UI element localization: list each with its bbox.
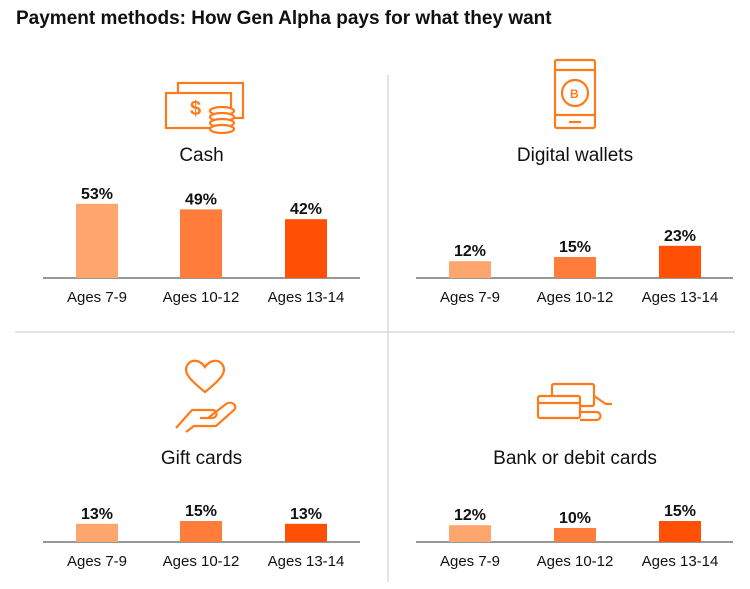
data-label: 15% [559, 239, 591, 256]
x-tick-label: Ages 7-9 [67, 553, 127, 570]
x-tick-label: Ages 10-12 [537, 553, 614, 570]
bar [76, 203, 118, 278]
x-tick-label: Ages 13-14 [642, 553, 719, 570]
bar [180, 521, 222, 542]
panel-title: Cash [179, 145, 223, 166]
chart-title: Payment methods: How Gen Alpha pays for … [16, 8, 552, 29]
data-label: 13% [81, 506, 113, 523]
cards-hand-icon [536, 382, 612, 422]
bar [449, 525, 491, 542]
bar [285, 219, 327, 278]
data-label: 15% [664, 503, 696, 520]
data-label: 12% [454, 243, 486, 260]
bar [659, 245, 701, 278]
cash-coins-icon: $ [164, 81, 245, 135]
bar [449, 261, 491, 278]
panel-title: Bank or debit cards [493, 448, 657, 469]
x-tick-label: Ages 10-12 [537, 289, 614, 306]
data-label: 42% [290, 201, 322, 218]
data-label: 13% [290, 506, 322, 523]
bar [554, 528, 596, 542]
x-tick-label: Ages 7-9 [440, 289, 500, 306]
data-label: 12% [454, 507, 486, 524]
heart-hand-icon [175, 359, 237, 433]
x-tick-label: Ages 13-14 [642, 289, 719, 306]
x-tick-label: Ages 10-12 [163, 289, 240, 306]
x-tick-label: Ages 10-12 [163, 553, 240, 570]
data-label: 49% [185, 191, 217, 208]
bar [180, 209, 222, 278]
x-tick-label: Ages 13-14 [268, 289, 345, 306]
x-tick-label: Ages 7-9 [440, 553, 500, 570]
data-label: 10% [559, 510, 591, 527]
panel-title: Digital wallets [517, 145, 633, 166]
x-tick-label: Ages 13-14 [268, 553, 345, 570]
bar [659, 521, 701, 542]
bar [554, 257, 596, 278]
svg-text:$: $ [190, 98, 201, 120]
svg-text:B: B [570, 87, 579, 101]
data-label: 15% [185, 503, 217, 520]
bar [76, 523, 118, 542]
x-tick-label: Ages 7-9 [67, 289, 127, 306]
phone-bitcoin-icon: B [553, 58, 597, 130]
data-label: 23% [664, 228, 696, 245]
data-label: 53% [81, 186, 113, 203]
panel-title: Gift cards [161, 448, 242, 469]
bar [285, 523, 327, 542]
